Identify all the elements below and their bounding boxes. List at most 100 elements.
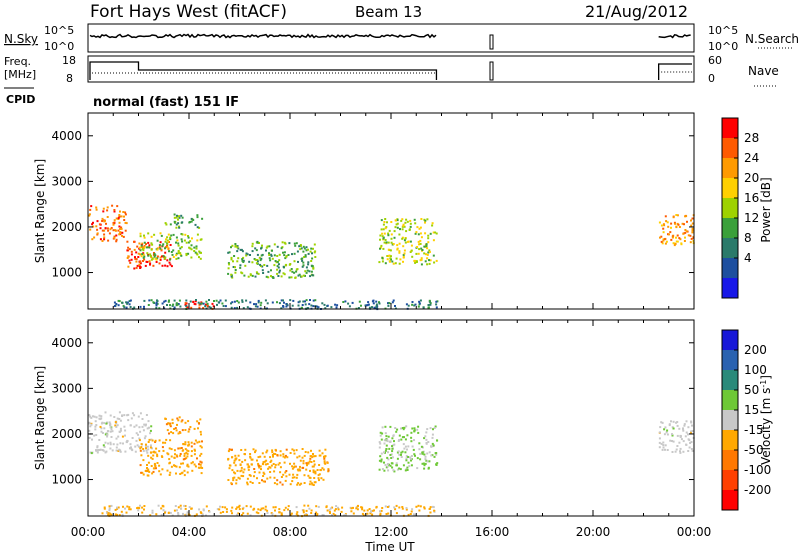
scatter-cell-1 <box>190 441 193 444</box>
scatter-cell-4 <box>405 508 408 511</box>
scatter-cell-6 <box>675 448 678 451</box>
scatter-cell-5 <box>417 431 420 434</box>
scatter-cell-6 <box>334 303 337 306</box>
scatter-cell-1 <box>187 465 190 468</box>
scatter-cell-3 <box>284 471 287 474</box>
scatter-cell-3 <box>269 461 272 463</box>
scatter-cell-1 <box>190 454 193 457</box>
scatter-cell-0 <box>116 443 119 446</box>
scatter-cell-1 <box>196 457 198 460</box>
scatter-cell-8 <box>664 242 667 245</box>
scatter-cell-6 <box>682 440 685 443</box>
scatter-cell-7 <box>389 257 392 260</box>
scatter-cell-5 <box>384 425 387 428</box>
scatter-cell-4 <box>297 260 299 263</box>
scatter-cell-5 <box>389 464 392 467</box>
scatter-cell-5 <box>400 451 403 454</box>
scatter-cell-4 <box>261 269 264 272</box>
scatter-cell-3 <box>254 451 256 454</box>
noise-sky-trace <box>89 33 691 50</box>
scatter-cell-7 <box>385 226 388 229</box>
cpid-label: CPID <box>6 93 35 106</box>
scatter-cell-4 <box>322 514 325 517</box>
scatter-cell-0 <box>110 428 113 431</box>
scatter-cell-0 <box>98 223 101 226</box>
scatter-cell-6 <box>164 299 167 302</box>
scatter-cell-0 <box>114 229 117 232</box>
scatter-cell-7 <box>393 236 396 239</box>
scatter-cell-6 <box>317 306 320 309</box>
x-tick-label: 12:00 <box>374 525 409 539</box>
scatter-cell-4 <box>227 272 230 275</box>
scatter-cell-5 <box>436 462 439 465</box>
scatter-cell-4 <box>110 504 113 507</box>
scatter-cell-1 <box>140 454 143 457</box>
scatter-cell-7 <box>431 224 434 227</box>
scatter-cell-4 <box>418 509 421 512</box>
scatter-cell-1 <box>193 463 196 466</box>
scatter-cell-5 <box>413 439 415 442</box>
scatter-cell-5 <box>400 427 402 430</box>
scatter-cell-4 <box>287 505 290 508</box>
scatter-cell-8 <box>672 216 675 219</box>
scatter-cell-0 <box>125 440 128 443</box>
scatter-cell-1 <box>135 251 138 254</box>
scatter-cell-3 <box>198 226 201 229</box>
scatter-cell-2 <box>197 427 199 430</box>
scatter-cell-4 <box>337 508 340 511</box>
scatter-cell-6 <box>357 307 360 309</box>
scatter-cell-1 <box>146 464 148 466</box>
scatter-cell-6 <box>276 301 278 304</box>
colorbar-tick-label: 50 <box>744 383 759 397</box>
scatter-cell-3 <box>307 474 310 477</box>
scatter-cell-5 <box>425 438 428 441</box>
scatter-cell-0 <box>119 232 122 235</box>
scatter-cell-2 <box>183 239 186 242</box>
scatter-cell-6 <box>301 304 304 306</box>
scatter-cell-3 <box>269 476 272 479</box>
scatter-cell-4 <box>411 508 414 511</box>
scatter-cell-8 <box>676 214 679 217</box>
scatter-cell-4 <box>375 505 378 508</box>
scatter-cell-1 <box>191 461 194 464</box>
scatter-cell-1 <box>150 465 153 467</box>
scatter-cell-4 <box>230 256 233 259</box>
scatter-cell-5 <box>380 438 383 441</box>
scatter-cell-6 <box>316 305 319 308</box>
scatter-cell-4 <box>188 506 191 509</box>
scatter-cell-0 <box>101 421 104 424</box>
scatter-cell-6 <box>407 304 410 307</box>
scatter-cell-6 <box>684 435 687 438</box>
scatter-cell-1 <box>140 471 143 474</box>
scatter-cell-1 <box>193 453 196 456</box>
scatter-cell-1 <box>152 454 155 457</box>
scatter-cell-4 <box>311 252 313 255</box>
scatter-cell-4 <box>296 511 299 514</box>
scatter-cell-4 <box>277 266 280 269</box>
scatter-cell-0 <box>90 452 93 455</box>
scatter-cell-1 <box>142 448 145 450</box>
scatter-cell-4 <box>284 506 287 509</box>
scatter-cell-0 <box>149 432 152 435</box>
scatter-cell-7 <box>382 237 385 240</box>
scatter-cell-4 <box>273 254 276 257</box>
scatter-cell-4 <box>249 514 252 517</box>
scatter-cell-7 <box>431 222 434 225</box>
scatter-cell-7 <box>379 238 381 241</box>
scatter-cell-0 <box>109 424 112 426</box>
scatter-cell-0 <box>135 439 138 442</box>
scatter-cell-2 <box>175 257 178 260</box>
scatter-cell-6 <box>113 301 116 304</box>
scatter-cell-7 <box>417 252 420 255</box>
scatter-cell-3 <box>313 463 316 466</box>
scatter-cell-3 <box>323 455 325 458</box>
scatter-cell-4 <box>419 505 422 508</box>
scatter-cell-5 <box>387 458 390 461</box>
scatter-cell-0 <box>99 448 102 451</box>
scatter-cell-3 <box>201 217 204 220</box>
colorbar-swatch <box>722 350 738 371</box>
scatter-cell-8 <box>671 236 674 239</box>
scatter-cell-0 <box>121 231 124 234</box>
scatter-cell-4 <box>304 254 307 257</box>
scatter-cell-7 <box>427 234 430 237</box>
